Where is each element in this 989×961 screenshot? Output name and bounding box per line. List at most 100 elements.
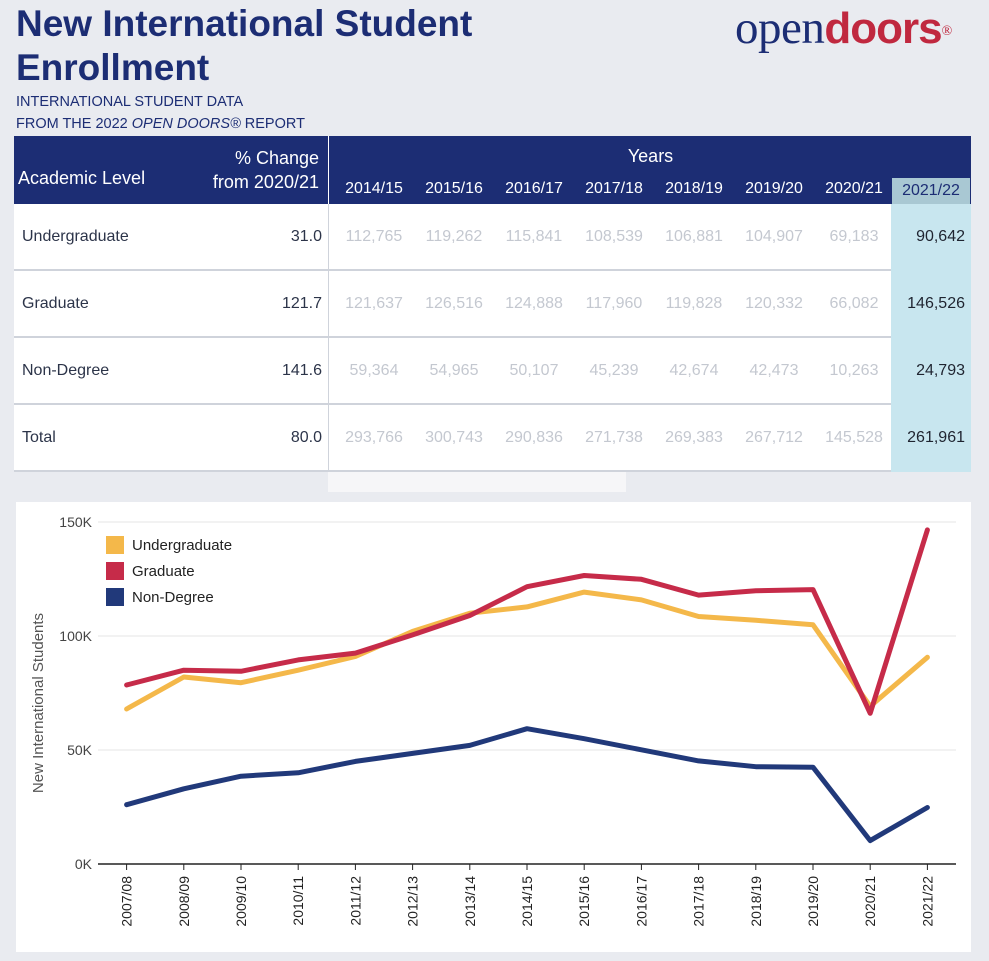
table-header: Academic Level % Change from 2020/21 Yea… <box>14 136 971 204</box>
year-header: 2019/20 <box>745 180 803 197</box>
x-tick-label: 2007/08 <box>119 876 135 927</box>
highlight-cell: 261,961 <box>891 405 971 472</box>
cell-value: 290,836 <box>505 429 563 446</box>
x-tick-label: 2008/09 <box>176 876 192 927</box>
row-divider <box>328 338 329 405</box>
cell-value: 50,107 <box>509 362 559 379</box>
x-tick-label: 2012/13 <box>405 876 421 927</box>
row-label: Non-Degree <box>22 362 110 379</box>
year-header: 2017/18 <box>585 180 643 197</box>
x-tick-label: 2010/11 <box>290 876 306 926</box>
cell-value: 300,743 <box>425 429 483 446</box>
row-percent-change: 80.0 <box>290 429 322 446</box>
non-degree-line <box>124 726 930 844</box>
cell-value: 45,239 <box>589 362 639 379</box>
header-change-line-2: from 2020/21 <box>212 172 319 192</box>
row-label: Graduate <box>22 295 89 312</box>
cell-value: 120,332 <box>745 295 803 312</box>
subtitle-report-name: OPEN DOORS® <box>131 116 241 132</box>
highlight-cell: 90,642 <box>891 204 971 271</box>
page-title: New International Student Enrollment <box>16 3 473 88</box>
cell-value: 10,263 <box>829 362 879 379</box>
cell-value: 271,738 <box>585 429 643 446</box>
subtitle-line-2: FROM THE 2022 OPEN DOORS® REPORT <box>16 113 305 135</box>
enrollment-table: Academic Level % Change from 2020/21 Yea… <box>14 136 971 472</box>
row-divider <box>328 405 329 472</box>
subtitle: INTERNATIONAL STUDENT DATA FROM THE 2022… <box>16 91 305 135</box>
header-change-line-1: % Change <box>234 148 319 168</box>
x-tick-label: 2014/15 <box>519 876 535 927</box>
cell-value: 42,674 <box>669 362 719 379</box>
cell-value: 293,766 <box>345 429 403 446</box>
highlight-cell: 146,526 <box>891 271 971 338</box>
year-header: 2018/19 <box>665 180 723 197</box>
legend-swatch <box>106 588 124 606</box>
row-label: Undergraduate <box>22 228 129 245</box>
cell-value: 121,637 <box>345 295 403 312</box>
cell-value-current: 261,961 <box>907 429 965 446</box>
x-tick-label: 2016/17 <box>633 876 649 927</box>
year-header: 2014/15 <box>345 180 403 197</box>
header-percent-change: % Change from 2020/21 <box>164 146 319 194</box>
cell-value: 119,262 <box>425 228 483 245</box>
y-tick-label: 0K <box>75 856 93 872</box>
row-percent-change: 121.7 <box>281 295 322 312</box>
x-tick-label: 2018/19 <box>748 876 764 927</box>
x-tick-label: 2009/10 <box>233 876 249 927</box>
x-tick-label: 2013/14 <box>462 876 478 927</box>
x-tick-label: 2020/21 <box>862 876 878 927</box>
y-tick-label: 150K <box>59 514 92 530</box>
table-row: 90,642 Undergraduate 31.0 112,765 119,262 115… <box>14 204 971 271</box>
legend-swatch <box>106 562 124 580</box>
cell-value: 108,539 <box>585 228 643 245</box>
y-axis-label: New International Students <box>30 613 47 793</box>
cell-value-current: 24,793 <box>916 362 965 379</box>
cell-value-current: 146,526 <box>907 295 965 312</box>
highlight-cell: 24,793 <box>891 338 971 405</box>
cell-value: 117,960 <box>585 295 643 312</box>
chart-svg: 0K 50K 100K 150K New International Students 2… <box>30 514 956 927</box>
cell-value: 269,383 <box>665 429 723 446</box>
table-row: 146,526 Graduate 121.7 121,637 126,516 124,88… <box>14 271 971 338</box>
year-header: 2015/16 <box>425 180 483 197</box>
row-percent-change: 141.6 <box>281 362 322 379</box>
cell-value: 54,965 <box>429 362 479 379</box>
enrollment-line-chart: 0K 50K 100K 150K New International Students 2… <box>16 502 971 952</box>
row-percent-change: 31.0 <box>290 228 322 245</box>
cell-value: 69,183 <box>829 228 879 245</box>
cell-value: 66,082 <box>829 295 879 312</box>
cell-value: 59,364 <box>349 362 399 379</box>
cell-value: 112,765 <box>345 228 403 245</box>
cell-value-current: 90,642 <box>916 228 965 245</box>
subtitle-prefix: FROM THE 2022 <box>16 116 132 132</box>
legend-label: Non-Degree <box>132 589 214 606</box>
table-scrollbar[interactable] <box>328 472 626 492</box>
x-tick-label: 2017/18 <box>691 876 707 927</box>
table-row: 261,961 Total 80.0 293,766 300,743 290,836 271… <box>14 405 971 472</box>
logo-open: open <box>735 2 825 54</box>
cell-value: 267,712 <box>745 429 803 446</box>
cell-value: 115,841 <box>505 228 563 245</box>
x-tick-label: 2021/22 <box>919 876 935 927</box>
cell-value: 104,907 <box>745 228 803 245</box>
undergraduate-line <box>124 589 930 712</box>
x-tick-label: 2019/20 <box>805 876 821 927</box>
header-divider <box>328 136 329 204</box>
cell-value: 119,828 <box>665 295 723 312</box>
x-tick-label: 2015/16 <box>576 876 592 927</box>
subtitle-suffix: REPORT <box>240 116 305 132</box>
legend-label: Graduate <box>132 563 195 580</box>
legend-label: Undergraduate <box>132 537 232 554</box>
table-row: 24,793 Non-Degree 141.6 59,364 54,965 50,107 4… <box>14 338 971 405</box>
y-tick-label: 50K <box>67 742 93 758</box>
subtitle-line-1: INTERNATIONAL STUDENT DATA <box>16 94 244 110</box>
opendoors-logo: opendoors® <box>735 2 952 55</box>
cell-value: 126,516 <box>425 295 483 312</box>
header-years: Years <box>627 146 674 166</box>
logo-registered-mark: ® <box>941 24 953 39</box>
year-header: 2021/22 <box>892 178 970 204</box>
logo-doors: doors <box>824 4 942 53</box>
row-divider <box>328 271 329 338</box>
cell-value: 106,881 <box>665 228 723 245</box>
cell-value: 42,473 <box>749 362 799 379</box>
